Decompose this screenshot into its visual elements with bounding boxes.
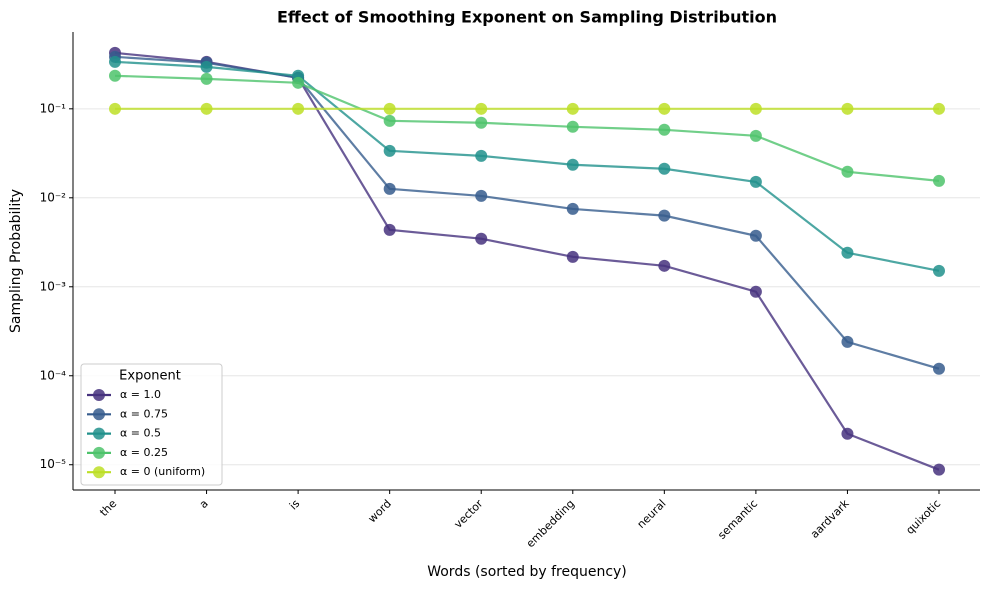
x-tick-label: vector bbox=[452, 497, 486, 531]
data-point bbox=[933, 463, 945, 476]
x-tick-label: quixotic bbox=[903, 497, 943, 537]
y-tick-label: 10⁻² bbox=[40, 190, 67, 204]
legend-box bbox=[80, 363, 223, 486]
x-tick-label: is bbox=[287, 497, 303, 513]
data-point bbox=[475, 149, 488, 162]
legend-label: α = 0.25 bbox=[120, 446, 168, 459]
data-point bbox=[383, 114, 396, 127]
data-point bbox=[200, 60, 213, 73]
y-tick-label: 10⁻¹ bbox=[40, 101, 67, 115]
y-tick-label: 10⁻⁵ bbox=[40, 457, 67, 471]
x-tick-label: embedding bbox=[524, 497, 577, 550]
x-tick-label: semantic bbox=[715, 497, 760, 542]
legend-title: Exponent bbox=[119, 369, 181, 384]
data-point bbox=[933, 362, 945, 375]
legend-swatch bbox=[93, 466, 105, 479]
data-point bbox=[292, 102, 305, 115]
x-tick-label: word bbox=[366, 497, 394, 525]
legend-swatch bbox=[93, 446, 105, 459]
data-point bbox=[658, 162, 671, 175]
y-axis-label: Sampling Probability bbox=[8, 189, 24, 333]
legend-swatch bbox=[93, 408, 105, 421]
legend: Exponent α = 1.0 α = 0.75 α = 0.5 α = 0.25 α… bbox=[80, 363, 223, 486]
data-point bbox=[841, 335, 854, 348]
data-point bbox=[841, 427, 854, 440]
x-tick-label: aardvark bbox=[808, 497, 852, 541]
data-point bbox=[566, 102, 579, 115]
data-point bbox=[658, 259, 671, 272]
plot-area bbox=[109, 46, 945, 476]
data-point bbox=[933, 264, 945, 277]
x-tick-label: neural bbox=[635, 497, 669, 531]
data-point bbox=[658, 123, 671, 136]
legend-label: α = 0.5 bbox=[120, 427, 161, 440]
data-point bbox=[566, 202, 579, 215]
data-point bbox=[383, 102, 396, 115]
data-point bbox=[383, 144, 396, 157]
legend-label: α = 1.0 bbox=[120, 388, 161, 401]
data-point bbox=[475, 116, 488, 129]
series-line bbox=[114, 55, 940, 370]
series-line bbox=[114, 51, 940, 471]
series-line bbox=[114, 74, 940, 182]
data-point bbox=[749, 175, 762, 188]
legend-swatch bbox=[93, 389, 105, 401]
x-axis-label: Words (sorted by frequency) bbox=[427, 564, 627, 580]
series-line bbox=[114, 60, 940, 272]
data-point bbox=[109, 55, 121, 68]
data-point bbox=[475, 232, 488, 245]
data-point bbox=[383, 182, 396, 195]
y-tick-label: 10⁻⁴ bbox=[40, 368, 67, 382]
data-point bbox=[383, 223, 396, 236]
data-point bbox=[292, 76, 305, 89]
chart-title: Effect of Smoothing Exponent on Sampling… bbox=[277, 8, 777, 27]
data-point bbox=[109, 102, 121, 115]
data-point bbox=[566, 120, 579, 133]
data-point bbox=[841, 165, 854, 178]
data-point bbox=[566, 158, 579, 171]
data-point bbox=[933, 174, 945, 187]
y-tick-label: 10⁻³ bbox=[40, 279, 67, 293]
legend-label: α = 0.75 bbox=[120, 407, 168, 420]
legend-label: α = 0 (uniform) bbox=[120, 465, 205, 478]
data-point bbox=[475, 189, 488, 202]
data-point bbox=[200, 72, 213, 85]
data-point bbox=[841, 246, 854, 259]
data-point bbox=[658, 209, 671, 222]
data-point bbox=[933, 102, 945, 115]
data-point bbox=[109, 69, 121, 82]
data-point bbox=[749, 129, 762, 142]
data-point bbox=[200, 102, 213, 115]
data-point bbox=[749, 229, 762, 242]
data-point bbox=[749, 285, 762, 298]
data-point bbox=[566, 250, 579, 263]
data-point bbox=[749, 102, 762, 115]
data-point bbox=[475, 102, 488, 115]
x-tick-label: the bbox=[97, 497, 119, 519]
data-point bbox=[841, 102, 854, 115]
legend-swatch bbox=[93, 427, 105, 440]
x-tick-label: a bbox=[197, 497, 211, 511]
data-point bbox=[658, 102, 671, 115]
